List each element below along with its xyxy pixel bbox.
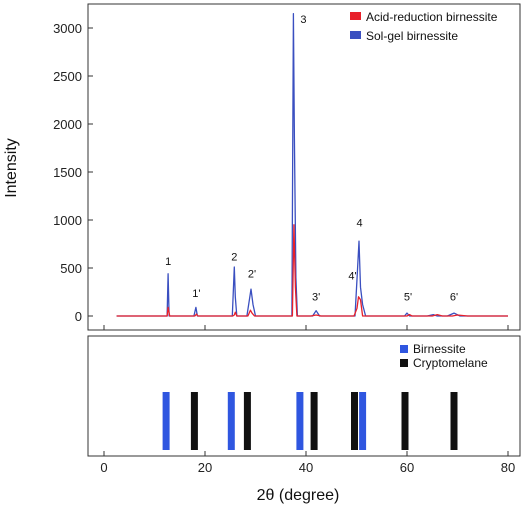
top-peak-labels: 1 1' 2 2' 3 3' 4' 4 5' 6' (165, 14, 458, 303)
legend-label-acid: Acid-reduction birnessite (366, 10, 498, 24)
bottom-x-ticks: 0 20 40 60 80 (100, 325, 515, 475)
bar-cryptomelane (401, 392, 409, 450)
x-tick-label: 20 (198, 460, 212, 475)
y-tick-label: 2000 (53, 117, 82, 132)
peak-label: 4 (356, 218, 362, 230)
legend-swatch-acid (350, 12, 361, 20)
peak-label: 6' (450, 292, 458, 304)
legend-swatch-cryptomelane (400, 359, 408, 367)
peak-label: 5' (404, 292, 412, 304)
peak-label: 3 (300, 14, 306, 26)
y-tick-label: 1000 (53, 213, 82, 228)
y-tick-label: 0 (75, 309, 82, 324)
bar-birnessite (162, 392, 170, 450)
series-line-sol-gel (116, 12, 508, 317)
bar-cryptomelane (450, 392, 458, 450)
x-tick-label: 80 (501, 460, 515, 475)
x-tick-label: 0 (100, 460, 107, 475)
bottom-legend: Birnessite Cryptomelane (400, 342, 488, 370)
legend-swatch-solgel (350, 31, 361, 39)
x-tick-label: 40 (299, 460, 313, 475)
peak-label: 1 (165, 256, 171, 268)
bar-birnessite (296, 392, 304, 450)
bar-cryptomelane (351, 392, 358, 450)
x-axis-title: 2θ (degree) (257, 487, 340, 504)
y-tick-label: 500 (60, 261, 82, 276)
peak-label: 2 (231, 251, 237, 263)
top-y-ticks: 0 500 1000 1500 2000 2500 3000 (53, 21, 93, 324)
bar-cryptomelane (190, 392, 198, 450)
peak-label: 3' (312, 292, 320, 304)
bar-birnessite (227, 392, 235, 450)
y-axis-title: Intensity (3, 138, 20, 198)
legend-swatch-birnessite (400, 345, 408, 353)
x-tick-label: 60 (400, 460, 414, 475)
top-series-lines (116, 12, 508, 317)
peak-label: 2' (248, 269, 256, 281)
bar-cryptomelane (310, 392, 318, 450)
series-line-acid-reduction (116, 224, 508, 317)
top-legend: Acid-reduction birnessite Sol-gel birnes… (350, 10, 498, 43)
peak-label: 4' (348, 271, 356, 283)
legend-label-cryptomelane: Cryptomelane (413, 356, 488, 370)
y-tick-label: 2500 (53, 69, 82, 84)
bar-cryptomelane (243, 392, 251, 450)
bottom-panel-frame (87, 335, 521, 457)
bottom-bars (162, 392, 458, 450)
peak-label: 1' (192, 288, 200, 300)
legend-label-birnessite: Birnessite (413, 342, 466, 356)
top-panel-frame (87, 3, 521, 331)
legend-label-solgel: Sol-gel birnessite (366, 29, 458, 43)
bar-birnessite (359, 392, 367, 450)
y-tick-label: 1500 (53, 165, 82, 180)
y-tick-label: 3000 (53, 21, 82, 36)
